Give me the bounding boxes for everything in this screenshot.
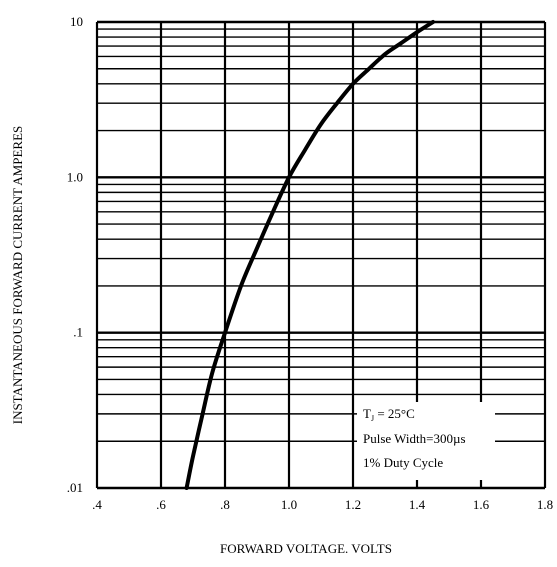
x-tick-label: 1.8: [537, 497, 553, 512]
y-tick-label: 1.0: [67, 169, 83, 184]
y-tick-label: .01: [67, 480, 83, 495]
x-tick-label: 1.4: [409, 497, 426, 512]
x-axis-title: FORWARD VOLTAGE. VOLTS: [220, 541, 392, 556]
y-axis-title: INSTANTANEOUS FORWARD CURRENT AMPERES: [10, 126, 25, 425]
y-tick-labels: .01 .1 1.0 10: [67, 14, 83, 495]
x-tick-label: 1.0: [281, 497, 297, 512]
x-tick-label: .6: [156, 497, 166, 512]
grid-major-lines: [95, 20, 547, 490]
condition-tj: TJ = 25°C: [363, 406, 415, 423]
x-tick-label: .4: [92, 497, 102, 512]
x-tick-label: 1.6: [473, 497, 490, 512]
condition-pulse-width: Pulse Width=300µs: [363, 431, 466, 446]
conditions-box: [357, 402, 495, 480]
condition-duty-cycle: 1% Duty Cycle: [363, 455, 443, 470]
forward-current-curve: [184, 20, 435, 490]
x-tick-label: .8: [220, 497, 230, 512]
grid-minor-lines: [97, 28, 545, 442]
y-tick-label: .1: [73, 325, 83, 340]
x-tick-labels: .4 .6 .8 1.0 1.2 1.4 1.6 1.8: [92, 497, 553, 512]
y-tick-label: 10: [70, 14, 83, 29]
x-tick-label: 1.2: [345, 497, 361, 512]
